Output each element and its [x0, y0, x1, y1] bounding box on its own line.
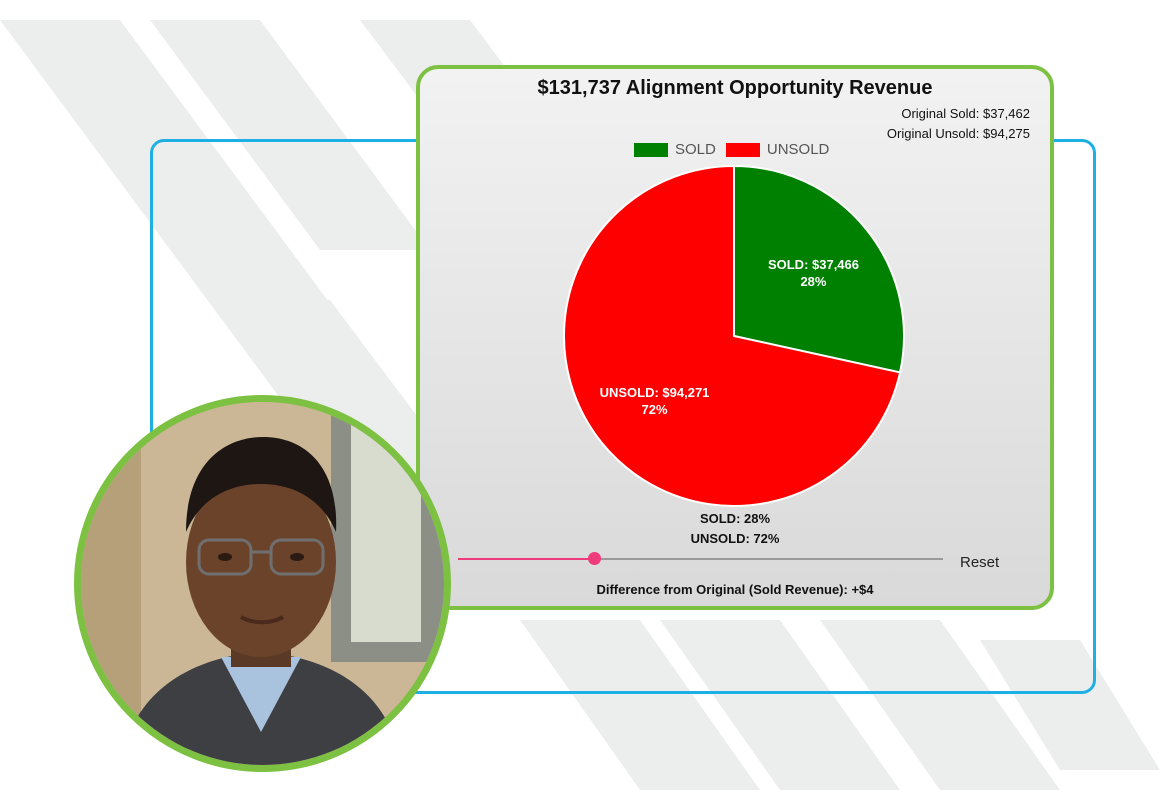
chart-card: $131,737 Alignment Opportunity Revenue O… — [416, 65, 1054, 610]
slider-track-empty — [593, 558, 943, 560]
legend-swatch-sold — [634, 142, 668, 157]
person-portrait-icon — [81, 402, 444, 765]
pie-percent-unsold: 72% — [642, 402, 668, 417]
slider-thumb[interactable] — [587, 552, 601, 565]
reset-button[interactable]: Reset — [960, 554, 1000, 571]
pie-label-unsold: UNSOLD: $94,271 — [600, 385, 710, 400]
legend-label-sold: SOLD — [675, 141, 716, 158]
person-portrait — [74, 395, 451, 772]
slider-track-filled — [458, 558, 594, 560]
pie-label-sold: SOLD: $37,466 — [768, 257, 859, 272]
chart-legend: SOLD UNSOLD — [634, 141, 839, 158]
difference-text: Difference from Original (Sold Revenue):… — [596, 582, 874, 597]
legend-label-unsold: UNSOLD — [766, 141, 830, 158]
legend-swatch-unsold — [725, 142, 760, 157]
pie-slice-sold[interactable] — [733, 164, 905, 374]
pie-slice-unsold[interactable] — [563, 164, 902, 507]
summary-sold-percent: SOLD: 28% — [699, 511, 771, 526]
legend-item-sold[interactable]: SOLD — [634, 141, 716, 158]
legend-item-unsold[interactable]: UNSOLD — [725, 141, 830, 158]
pie-percent-sold: 28% — [800, 274, 826, 289]
summary-unsold-percent: UNSOLD: 72% — [690, 531, 780, 546]
sold-percent-slider[interactable] — [458, 552, 943, 566]
original-sold-text: Original Sold: $37,462 — [901, 106, 1030, 121]
chart-title: $131,737 Alignment Opportunity Revenue — [537, 77, 933, 99]
original-unsold-text: Original Unsold: $94,275 — [886, 126, 1030, 141]
pie-chart: SOLD: $37,466 28% UNSOLD: $94,271 72% — [563, 164, 905, 507]
